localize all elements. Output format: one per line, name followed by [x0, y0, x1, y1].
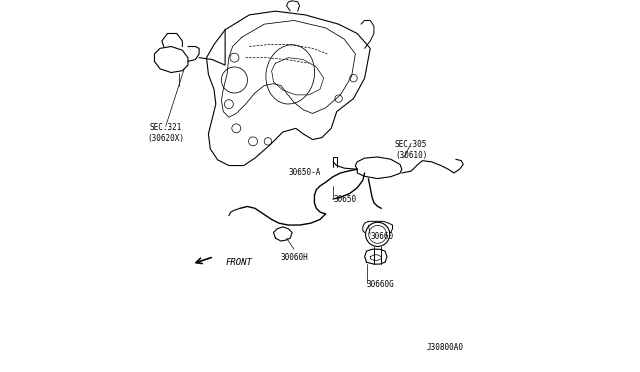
Text: FRONT: FRONT [225, 258, 252, 267]
Text: SEC.321
(30620X): SEC.321 (30620X) [147, 123, 184, 143]
Text: SEC.305
(30610): SEC.305 (30610) [395, 140, 428, 160]
Text: 30060H: 30060H [280, 253, 308, 262]
Text: J30800A0: J30800A0 [426, 343, 463, 352]
Text: 30660G: 30660G [367, 280, 394, 289]
Text: 30660: 30660 [370, 232, 394, 241]
Text: 30650: 30650 [333, 195, 356, 203]
Text: 30650-A: 30650-A [289, 169, 321, 177]
